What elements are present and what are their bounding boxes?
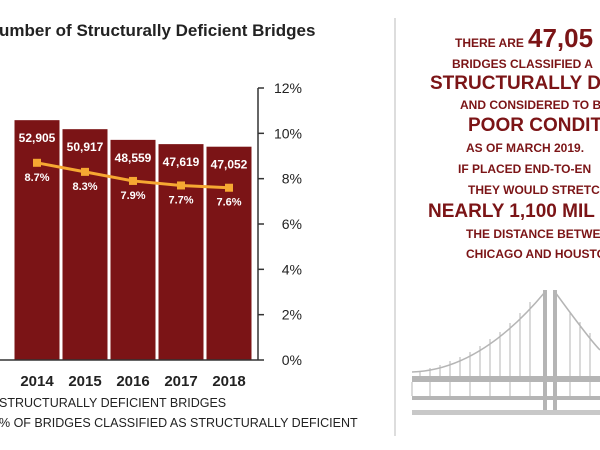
y2-tick-label: 2% [282, 307, 302, 323]
panel-line: AND CONSIDERED TO B [460, 98, 600, 112]
panel-line: NEARLY 1,100 MIL [428, 201, 595, 222]
bar-value-label: 48,559 [115, 151, 152, 165]
y2-tick-label: 6% [282, 216, 302, 232]
bar [14, 120, 60, 360]
bridge-illustration [411, 290, 600, 415]
panel-line: THE DISTANCE BETWE [466, 227, 600, 241]
bar [158, 144, 204, 360]
line-point [81, 167, 89, 176]
panel-line: BRIDGES CLASSIFIED A [452, 57, 593, 71]
bar [206, 146, 252, 360]
line-value-label: 8.3% [72, 181, 97, 193]
legend-label: % OF BRIDGES CLASSIFIED AS STRUCTURALLY … [0, 416, 358, 430]
panel-line: 47,05 [528, 23, 593, 53]
line-point [129, 176, 137, 185]
x-tick-label: 2016 [116, 373, 149, 390]
x-tick-label: 2015 [68, 373, 101, 390]
y2-tick-label: 8% [282, 171, 302, 187]
panel-line: THEY WOULD STRETC [468, 183, 600, 197]
panel-line: STRUCTURALLY DEFI [430, 73, 600, 94]
y2-tick-label: 0% [282, 352, 302, 368]
fact-panel: THERE ARE 47,05 BRIDGES CLASSIFIED A STRUCT… [428, 23, 600, 261]
bar-value-label: 47,052 [211, 158, 248, 172]
line-point [33, 158, 41, 167]
panel-line: IF PLACED END-TO-EN [458, 162, 591, 176]
y2-tick-label: 10% [274, 125, 302, 141]
line-value-label: 7.9% [120, 190, 145, 202]
x-tick-label: 2014 [20, 373, 54, 390]
bar-value-label: 52,905 [19, 131, 56, 145]
bar [110, 139, 156, 360]
x-tick-label: 2017 [164, 373, 197, 390]
bar [62, 129, 108, 360]
panel-line: CHICAGO AND HOUSTO [466, 247, 600, 261]
line-value-label: 7.7% [168, 194, 193, 206]
y2-tick-label: 4% [282, 261, 302, 277]
bar-value-label: 47,619 [163, 155, 200, 169]
line-value-label: 8.7% [24, 172, 49, 184]
panel-line: AS OF MARCH 2019. [466, 141, 584, 155]
chart-title: umber of Structurally Deficient Bridges [0, 21, 315, 40]
legend-label: STRUCTURALLY DEFICIENT BRIDGES [0, 396, 226, 410]
panel-line: POOR CONDITIO [468, 115, 600, 136]
panel-line: THERE ARE [455, 36, 524, 50]
bar-value-label: 50,917 [67, 140, 104, 154]
line-point [225, 183, 233, 192]
line-value-label: 7.6% [216, 197, 241, 209]
x-tick-label: 2018 [212, 373, 245, 390]
y2-tick-label: 12% [274, 80, 302, 96]
line-point [177, 181, 185, 190]
